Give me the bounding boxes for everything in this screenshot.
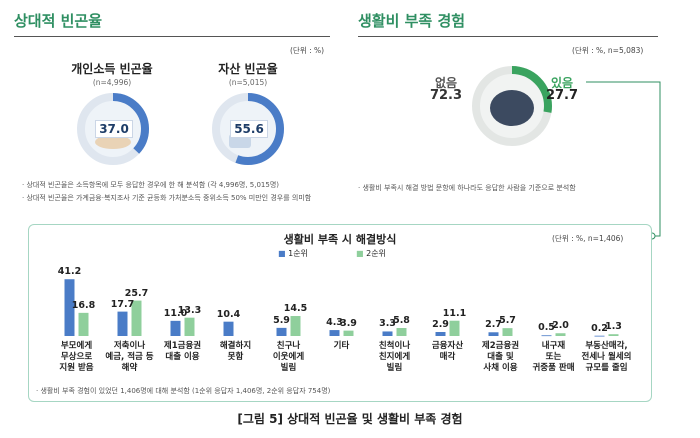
legend-swatch-1: ■ (278, 249, 286, 258)
bar-s2-6 (396, 328, 407, 336)
bar-s2-8 (502, 328, 513, 336)
bar-s2-4 (290, 316, 301, 336)
category-label-5: 기타 (333, 341, 350, 351)
worried-couple-icon (490, 90, 534, 126)
value-label-s1-3: 10.4 (216, 308, 241, 320)
connector-line (586, 81, 661, 240)
bar-s1-7 (435, 332, 446, 336)
bar-s1-0 (64, 279, 75, 336)
value-label-s1-6: 3.3 (379, 318, 396, 330)
value-label-s1-10: 0.2 (591, 322, 608, 334)
shortage-donut (472, 66, 552, 146)
value-label-s1-5: 4.3 (326, 317, 343, 329)
value-label-s2-10: 1.3 (605, 321, 622, 333)
value-label-s1-4: 5.9 (273, 314, 290, 326)
bar-s2-0 (78, 312, 89, 336)
value-label-s2-9: 2.0 (552, 320, 569, 332)
bar-s2-1 (131, 300, 142, 336)
value-label-s1-9: 0.5 (538, 322, 555, 334)
bar-s1-5 (329, 330, 340, 336)
bar-s2-5 (343, 330, 354, 336)
bar-s1-2 (170, 320, 181, 336)
value-label-s1-1: 17.7 (110, 298, 135, 310)
value-label-s2-2: 13.3 (177, 304, 202, 316)
right-title-rule (358, 36, 658, 37)
value-label-s1-7: 2.9 (432, 319, 449, 330)
none-value: 72.3 (429, 88, 463, 103)
category-label-7: 금융자산 매각 (431, 341, 464, 362)
left-note-1: · 상대적 빈곤율은 소득항목에 모두 응답한 경우에 한 해 분석함 (각 4… (22, 181, 280, 189)
bar-s2-10 (608, 334, 619, 336)
legend-swatch-2: ■ (356, 249, 364, 258)
donut-income-value: 37.0 (95, 120, 133, 138)
value-label-s1-8: 2.7 (485, 319, 502, 331)
donut-asset-value: 55.6 (230, 120, 268, 138)
bar-s1-8 (488, 332, 499, 336)
panel-note: · 생활비 부족 경험이 있었던 1,406명에 대해 분석함 (1순위 응답자… (36, 387, 331, 395)
bar-s1-10 (594, 335, 605, 337)
category-label-2: 제1금융권 대출 이용 (163, 341, 202, 362)
bar-s2-7 (449, 320, 460, 336)
legend-series-2: ■ 2순위 (356, 249, 386, 258)
category-label-10: 부동산매각, 전세나 월세의 규모를 줄임 (581, 341, 632, 373)
bar-s1-1 (117, 311, 128, 336)
shortage-arc (472, 66, 552, 146)
coin-icon (95, 135, 131, 149)
value-label-s1-0: 41.2 (57, 266, 82, 278)
category-label-3: 해결하지 못함 (219, 341, 252, 362)
bar-s1-4 (276, 327, 287, 336)
bar-s1-6 (382, 331, 393, 336)
left-note-2: · 상대적 빈곤율은 가계금융·복지조사 기준 균등화 가처분소득 중위소득 5… (22, 194, 312, 202)
value-label-s2-1: 25.7 (124, 287, 149, 299)
category-label-9: 내구재 또는 귀중품 판매 (532, 341, 575, 373)
left-section-title: 상대적 빈곤율 (14, 12, 103, 30)
value-label-s2-6: 5.8 (393, 315, 410, 326)
bar-s2-2 (184, 317, 195, 336)
category-label-8: 제2금융권 대출 및 사채 이용 (481, 341, 520, 373)
panel-unit: (단위 : %, n=1,406) (552, 234, 624, 243)
left-unit: (단위 : %) (290, 46, 325, 55)
value-label-s2-8: 5.7 (499, 315, 516, 327)
none-label: 없음 (434, 76, 458, 90)
category-label-4: 친구나 이웃에게 빌림 (272, 341, 305, 373)
panel-title: 생활비 부족 시 해결방식 (283, 233, 397, 246)
donut-asset-arc (212, 93, 284, 165)
category-label-1: 저축이나 예금, 적금 등 해약 (105, 341, 154, 373)
left-title-rule (14, 36, 330, 37)
card-sample-asset: (n=5,015) (228, 78, 268, 87)
card-sample-income: (n=4,996) (92, 78, 132, 87)
right-note: · 생활비 부족시 해결 방법 문항에 하나라도 응답한 사람을 기준으로 분석… (358, 184, 576, 192)
right-unit: (단위 : %, n=5,083) (572, 46, 644, 55)
card-title-income: 개인소득 빈곤율 (71, 62, 153, 76)
value-label-s2-7: 11.1 (442, 307, 467, 319)
figure-caption: [그림 5] 상대적 빈곤율 및 생활비 부족 경험 (237, 412, 463, 426)
value-label-s1-2: 11.0 (163, 307, 188, 319)
bar-chart (64, 279, 619, 337)
donut-income-arc (77, 93, 149, 165)
bar-s1-9 (541, 335, 552, 337)
legend-series-1: ■ 1순위 (278, 249, 308, 258)
right-section-title: 생활비 부족 경험 (358, 12, 466, 30)
bar-s1-3 (223, 321, 234, 336)
yes-label: 있음 (550, 76, 574, 90)
card-title-asset: 자산 빈곤율 (218, 62, 278, 76)
category-label-6: 친척이나 친지에게 빌림 (378, 341, 411, 373)
value-label-s2-0: 16.8 (71, 299, 96, 311)
category-label-0: 부모에게 무상으로 지원 받음 (59, 341, 94, 373)
value-label-s2-4: 14.5 (283, 303, 308, 315)
value-label-s2-5: 3.9 (340, 317, 357, 329)
yes-value: 27.7 (545, 88, 579, 103)
bar-s2-9 (555, 333, 566, 336)
